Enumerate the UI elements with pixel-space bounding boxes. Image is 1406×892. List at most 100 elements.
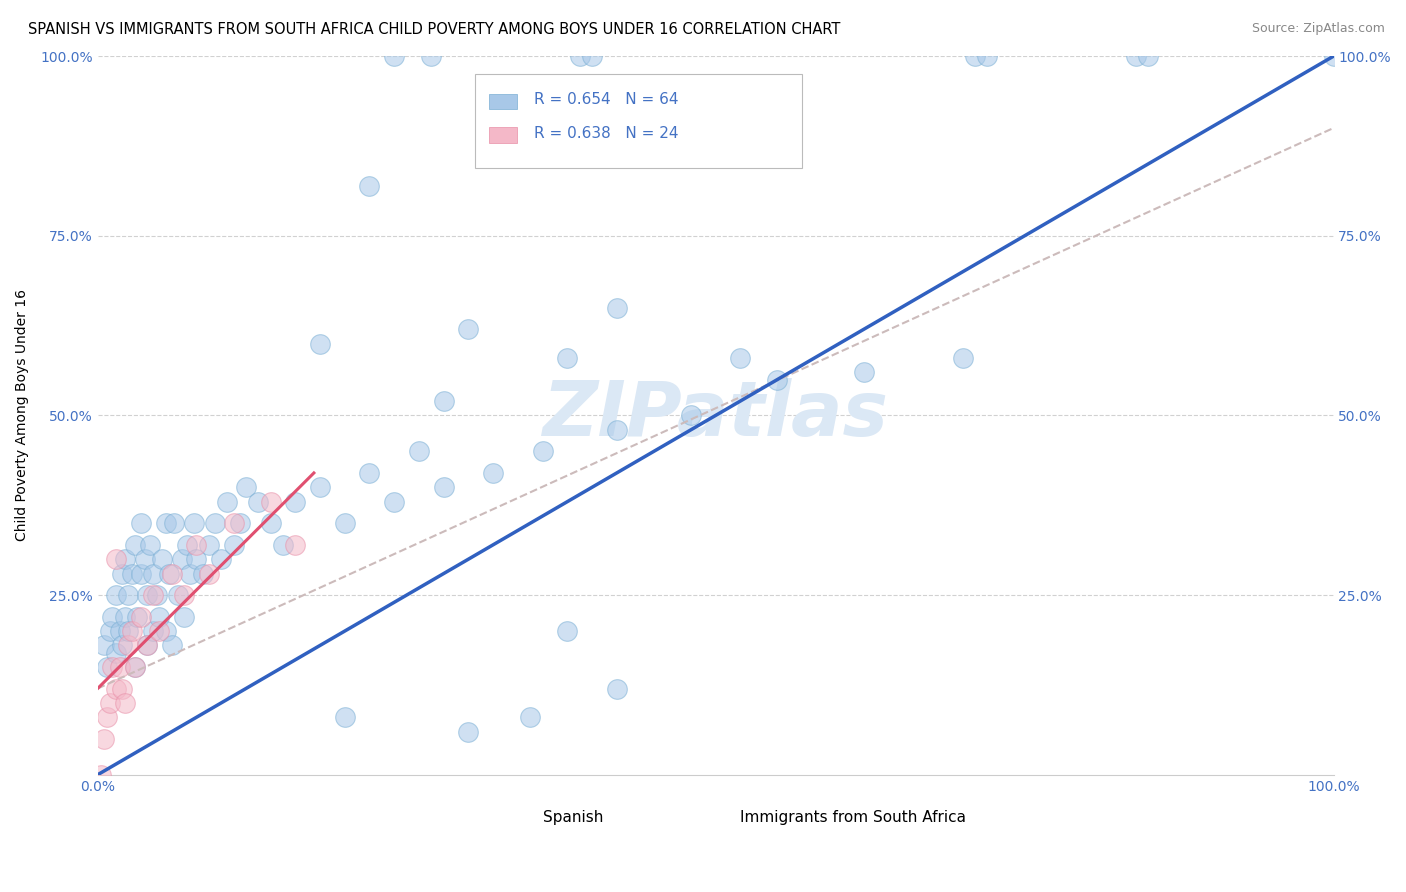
Point	[186, 538, 208, 552]
Point	[90, 768, 112, 782]
Point	[157, 566, 180, 581]
Point	[222, 538, 245, 552]
Point	[229, 516, 252, 531]
Point	[101, 609, 124, 624]
Point	[284, 494, 307, 508]
Point	[111, 681, 134, 696]
Point	[98, 696, 121, 710]
Point	[433, 394, 456, 409]
Point	[222, 516, 245, 531]
Point	[204, 516, 226, 531]
Point	[606, 301, 628, 315]
Point	[457, 724, 479, 739]
Point	[117, 624, 139, 638]
FancyBboxPatch shape	[505, 814, 533, 830]
Point	[271, 538, 294, 552]
Point	[259, 516, 281, 531]
Text: R = 0.638   N = 24: R = 0.638 N = 24	[534, 126, 678, 141]
Point	[124, 660, 146, 674]
Point	[170, 552, 193, 566]
Point	[433, 480, 456, 494]
Point	[555, 351, 578, 365]
Point	[209, 552, 232, 566]
Point	[129, 609, 152, 624]
Text: ZIPatlas: ZIPatlas	[543, 378, 889, 452]
Point	[93, 639, 115, 653]
FancyBboxPatch shape	[703, 814, 730, 830]
Point	[408, 444, 430, 458]
Point	[136, 639, 159, 653]
Point	[105, 552, 128, 566]
Point	[382, 494, 405, 508]
Point	[114, 552, 136, 566]
Point	[333, 710, 356, 724]
Point	[129, 566, 152, 581]
Point	[142, 624, 165, 638]
Text: SPANISH VS IMMIGRANTS FROM SOUTH AFRICA CHILD POVERTY AMONG BOYS UNDER 16 CORREL: SPANISH VS IMMIGRANTS FROM SOUTH AFRICA …	[28, 22, 841, 37]
FancyBboxPatch shape	[489, 128, 516, 143]
Point	[1322, 49, 1344, 63]
Point	[111, 639, 134, 653]
Point	[114, 696, 136, 710]
Point	[309, 480, 332, 494]
Point	[679, 409, 702, 423]
Point	[129, 516, 152, 531]
Point	[138, 538, 160, 552]
FancyBboxPatch shape	[475, 74, 801, 168]
Point	[965, 49, 987, 63]
Point	[176, 538, 198, 552]
Point	[108, 660, 131, 674]
Point	[167, 588, 190, 602]
Point	[105, 588, 128, 602]
Point	[173, 588, 195, 602]
Point	[101, 660, 124, 674]
Point	[127, 609, 149, 624]
Text: Immigrants from South Africa: Immigrants from South Africa	[741, 811, 966, 825]
Point	[96, 710, 118, 724]
Point	[117, 588, 139, 602]
Point	[259, 494, 281, 508]
Point	[186, 552, 208, 566]
Point	[93, 731, 115, 746]
Point	[198, 566, 221, 581]
Point	[160, 639, 183, 653]
Point	[359, 466, 381, 480]
Point	[150, 552, 173, 566]
FancyBboxPatch shape	[489, 94, 516, 110]
Point	[247, 494, 270, 508]
Point	[136, 639, 159, 653]
Point	[766, 372, 789, 386]
Point	[606, 681, 628, 696]
Point	[98, 624, 121, 638]
Point	[173, 609, 195, 624]
Point	[606, 423, 628, 437]
Point	[457, 322, 479, 336]
Point	[519, 710, 541, 724]
Point	[191, 566, 214, 581]
Point	[105, 646, 128, 660]
Point	[482, 466, 505, 480]
Point	[179, 566, 201, 581]
Point	[198, 538, 221, 552]
Point	[581, 49, 603, 63]
Point	[1137, 49, 1160, 63]
Point	[105, 681, 128, 696]
Point	[124, 538, 146, 552]
Text: Spanish: Spanish	[543, 811, 603, 825]
Point	[568, 49, 591, 63]
Point	[235, 480, 257, 494]
Point	[148, 609, 170, 624]
Point	[134, 552, 156, 566]
Point	[163, 516, 186, 531]
Text: R = 0.654   N = 64: R = 0.654 N = 64	[534, 92, 678, 107]
Text: Source: ZipAtlas.com: Source: ZipAtlas.com	[1251, 22, 1385, 36]
Point	[730, 351, 752, 365]
Point	[309, 336, 332, 351]
Point	[108, 624, 131, 638]
Point	[359, 178, 381, 193]
Point	[976, 49, 998, 63]
Point	[124, 660, 146, 674]
Point	[148, 624, 170, 638]
Point	[142, 588, 165, 602]
Point	[117, 639, 139, 653]
